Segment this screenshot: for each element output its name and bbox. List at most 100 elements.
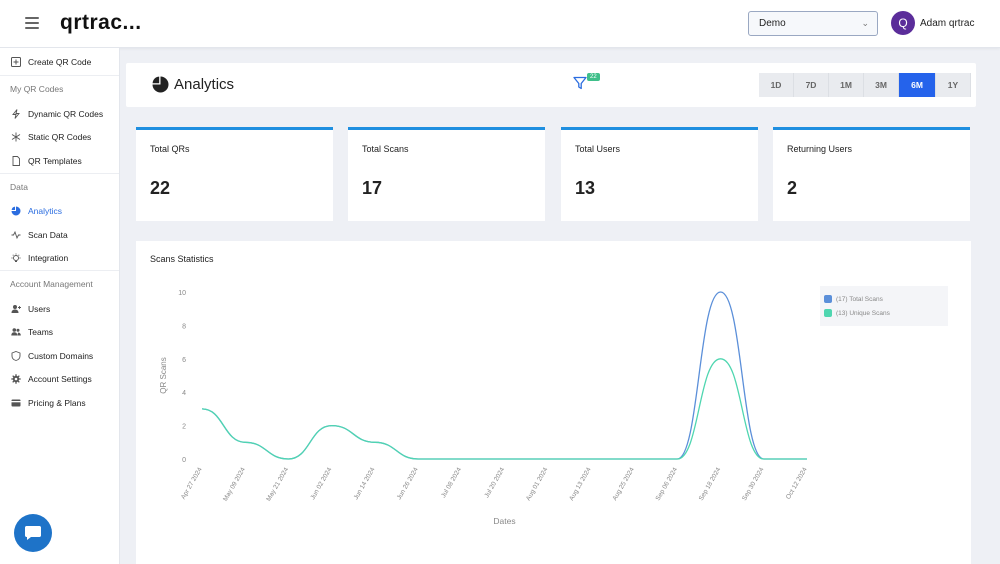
plus-square-icon (11, 56, 21, 67)
legend-label: (17) Total Scans (836, 295, 883, 303)
scans-line-chart: 0 2 4 6 8 10 QR Scans Apr 27 2024 May 09 2024 May… (159, 290, 809, 526)
sidebar-item-analytics[interactable]: Analytics (0, 200, 119, 224)
x-tick-label: Apr 27 2024 (180, 466, 204, 501)
sidebar-item-templates[interactable]: QR Templates (0, 149, 119, 173)
stat-card-total-users: Total Users 13 (561, 127, 758, 221)
chat-icon (25, 526, 41, 540)
sidebar-item-label: Scan Data (28, 229, 68, 240)
sidebar-item-teams[interactable]: Teams (0, 321, 119, 345)
sidebar-item-users[interactable]: Users (0, 297, 119, 321)
sidebar-section-my-codes: My QR Codes (0, 75, 119, 102)
avatar[interactable]: Q (891, 11, 915, 35)
sidebar-section-account: Account Management (0, 270, 119, 297)
stat-value: 2 (787, 178, 798, 198)
chart-title: Scans Statistics (150, 254, 214, 264)
filter-count-badge: 22 (587, 73, 600, 81)
scans-chart-card: Scans Statistics 0 2 4 6 8 10 QR Scans Apr 27 2… (136, 241, 971, 564)
credit-card-icon (11, 398, 21, 408)
sidebar-item-domains[interactable]: Custom Domains (0, 344, 119, 368)
stat-card-total-qrs: Total QRs 22 (136, 127, 333, 221)
pie-chart-icon (152, 76, 169, 93)
legend-swatch-total (824, 295, 832, 303)
shield-icon (11, 350, 21, 361)
x-tick-label: May 21 2024 (265, 466, 290, 502)
x-tick-label: Aug 01 2024 (525, 466, 550, 502)
sidebar-item-label: Users (28, 303, 51, 314)
sidebar-item-label: Teams (28, 327, 54, 338)
stat-value: 13 (575, 178, 596, 198)
legend-item-unique[interactable]: (13) Unique Scans (824, 306, 944, 320)
sidebar-item-label: Pricing & Plans (28, 397, 86, 408)
sidebar-item-label: Custom Domains (28, 350, 94, 361)
bolt-icon (11, 108, 21, 119)
sidebar-item-label: QR Templates (28, 155, 82, 166)
range-3m[interactable]: 3M (864, 73, 899, 97)
chevron-down-icon: ⌄ (861, 18, 869, 28)
range-6m[interactable]: 6M (899, 73, 936, 97)
top-bar: qrtrac... Demo ⌄ Q Adam qrtrac (0, 0, 1000, 48)
y-tick-label: 10 (178, 290, 186, 297)
x-tick-label: Jun 14 2024 (353, 466, 377, 501)
x-tick-label: Aug 13 2024 (568, 466, 593, 502)
stat-label: Total QRs (150, 144, 190, 154)
stat-value: 22 (150, 178, 171, 198)
range-7d[interactable]: 7D (794, 73, 829, 97)
range-1y[interactable]: 1Y (936, 73, 971, 97)
y-tick-label: 6 (182, 357, 186, 364)
sidebar-section-data: Data (0, 172, 119, 200)
x-tick-label: Oct 12 2024 (785, 466, 809, 501)
workspace-select[interactable]: Demo ⌄ (748, 11, 878, 36)
stat-label: Total Scans (362, 144, 409, 154)
sidebar-item-scan-data[interactable]: Scan Data (0, 223, 119, 247)
range-1m[interactable]: 1M (829, 73, 864, 97)
sidebar-item-label: Static QR Codes (28, 132, 92, 143)
snowflake-icon (11, 132, 21, 142)
sidebar-item-dynamic[interactable]: Dynamic QR Codes (0, 102, 119, 126)
y-tick-label: 2 (182, 424, 186, 431)
chart-legend: (17) Total Scans (13) Unique Scans (820, 286, 948, 326)
brand-logo[interactable]: qrtrac... (60, 11, 142, 34)
file-icon (11, 155, 21, 166)
series-line-unique-scans (201, 358, 807, 460)
range-1d[interactable]: 1D (759, 73, 794, 97)
y-tick-label: 8 (182, 323, 186, 330)
sidebar-item-label: Dynamic QR Codes (28, 108, 104, 119)
stat-card-returning-users: Returning Users 2 (773, 127, 970, 221)
sidebar-item-integration[interactable]: Integration (0, 247, 119, 271)
x-tick-label: Jul 08 2024 (440, 466, 463, 499)
page-title: Analytics (174, 76, 235, 93)
stat-label: Returning Users (787, 144, 853, 154)
series-line-total-scans (201, 291, 807, 460)
chat-button[interactable] (14, 514, 52, 552)
x-tick-label: Jun 26 2024 (396, 466, 420, 501)
bulb-icon (11, 253, 21, 263)
workspace-value: Demo (759, 18, 786, 29)
sidebar-item-settings[interactable]: Account Settings (0, 368, 119, 392)
sidebar-item-static[interactable]: Static QR Codes (0, 126, 119, 150)
sidebar-item-label: Account Settings (28, 374, 92, 385)
sidebar-item-label: Integration (28, 253, 69, 264)
x-tick-label: Sep 18 2024 (698, 466, 723, 502)
x-tick-label: Sep 06 2024 (655, 466, 680, 502)
menu-icon[interactable] (25, 17, 39, 29)
y-axis-label: QR Scans (159, 357, 168, 393)
x-tick-label: Jul 20 2024 (483, 466, 506, 499)
sidebar-item-label: Analytics (28, 206, 63, 217)
y-tick-label: 4 (182, 390, 186, 397)
analytics-header: Analytics 22 1D 7D 1M 3M 6M 1Y (126, 63, 976, 107)
stat-card-total-scans: Total Scans 17 (348, 127, 545, 221)
x-tick-label: May 09 2024 (222, 466, 247, 502)
filter-icon[interactable] (573, 76, 587, 90)
legend-label: (13) Unique Scans (836, 309, 890, 317)
x-tick-label: Jun 02 2024 (309, 466, 333, 501)
gear-icon (11, 374, 21, 384)
legend-item-total[interactable]: (17) Total Scans (824, 292, 944, 306)
y-tick-label: 0 (182, 457, 186, 464)
sidebar-item-pricing[interactable]: Pricing & Plans (0, 391, 119, 415)
x-axis-label: Dates (493, 516, 515, 526)
user-name[interactable]: Adam qrtrac (920, 18, 975, 29)
x-tick-label: Aug 25 2024 (611, 466, 636, 502)
sidebar-item-create-qr[interactable]: Create QR Code (0, 48, 119, 75)
activity-icon (11, 230, 21, 240)
pie-chart-icon (11, 206, 21, 216)
